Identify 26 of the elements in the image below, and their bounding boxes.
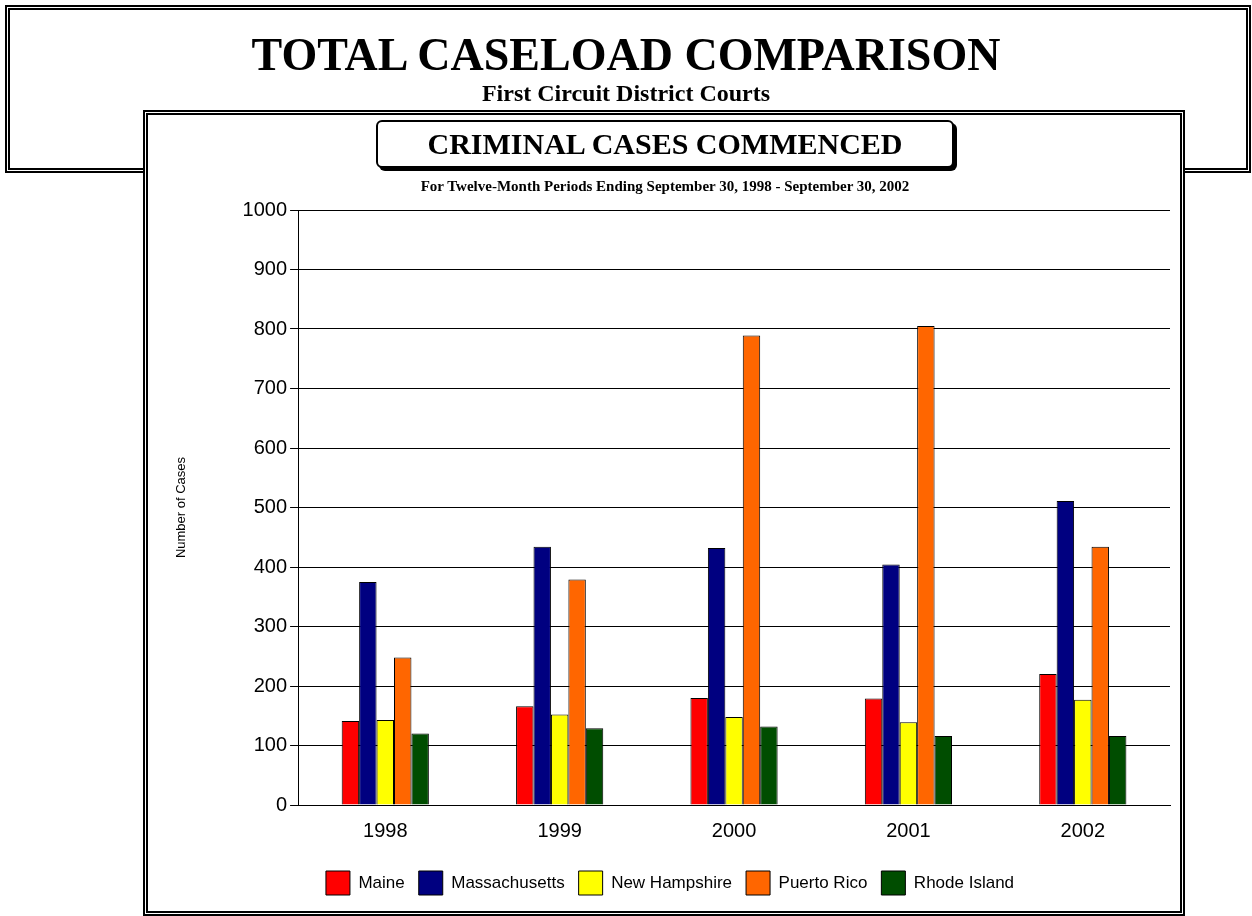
- text: CRIMINAL CASES COMMENCED: [376, 120, 954, 168]
- chart-subtitle: First Circuit District Courts: [480, 80, 772, 107]
- y-tick-label: 300: [253, 614, 288, 637]
- legend-label: Maine: [358, 872, 405, 892]
- y-tick-label: 500: [253, 495, 288, 518]
- legend-label: Rhode Island: [913, 872, 1015, 892]
- x-tick-label: 2001: [886, 818, 931, 841]
- text: For Twelve-Month Periods Ending September 30, 1998 - September 30, 2002: [419, 178, 911, 195]
- x-tick-label: 2000: [711, 818, 757, 841]
- x-tick-label: 1999: [537, 818, 582, 841]
- y-tick-label: 200: [253, 673, 288, 696]
- x-tick-label: 2002: [1060, 818, 1106, 841]
- y-tick-label: 600: [253, 435, 288, 458]
- legend-label: New Hampshire: [611, 872, 733, 892]
- chart-title: TOTAL CASELOAD COMPARISON: [250, 28, 1002, 81]
- legend-label: Massachusetts: [451, 872, 565, 892]
- y-tick-label: 900: [253, 257, 288, 280]
- y-tick-label: 800: [253, 316, 288, 339]
- legend-label: Puerto Rico: [778, 872, 868, 892]
- y-tick-label: 1000: [242, 197, 288, 220]
- y-tick-label: 700: [253, 376, 288, 399]
- y-tick-label: 400: [253, 554, 288, 577]
- x-tick-label: 1998: [363, 818, 408, 841]
- y-axis-title: Number of Cases: [173, 456, 189, 559]
- y-tick-label: 0: [275, 792, 288, 815]
- y-tick-label: 100: [253, 733, 288, 756]
